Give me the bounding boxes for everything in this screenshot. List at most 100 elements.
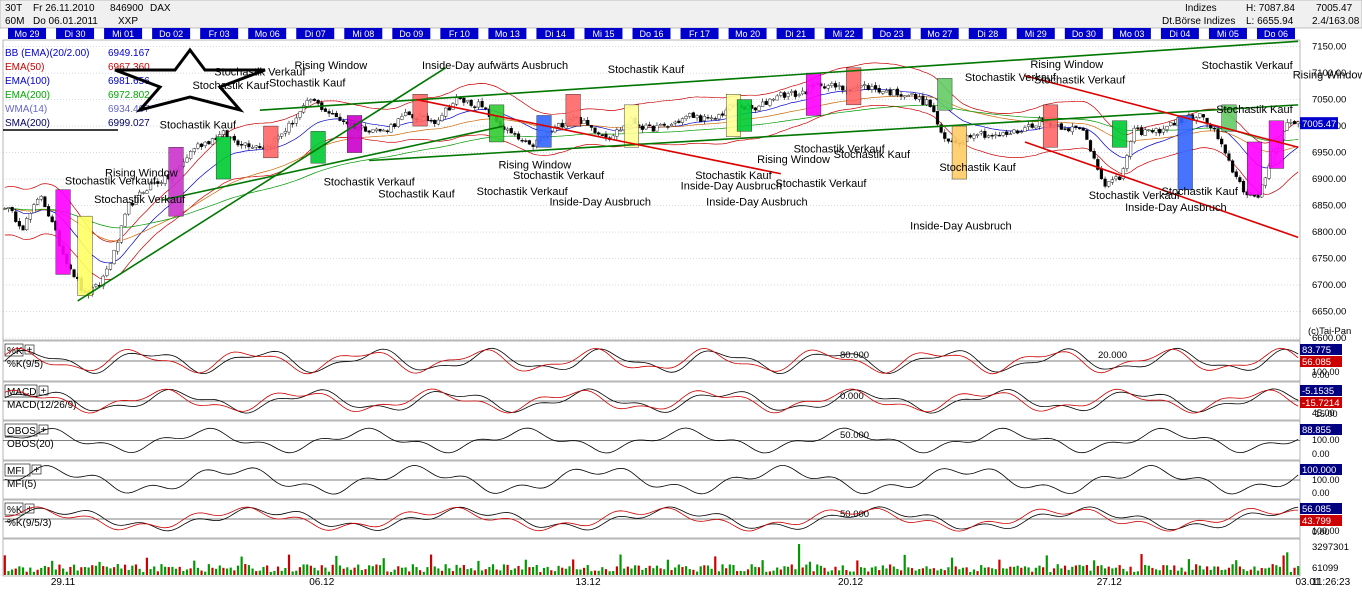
candle-body: [771, 98, 776, 101]
candle-body: [163, 175, 167, 184]
annotation-text: Inside-Day Ausbruch: [1125, 202, 1227, 214]
volume-bar: [695, 571, 699, 575]
legend-value: 6967.360: [108, 62, 150, 73]
candle-body: [1088, 140, 1093, 152]
volume-max-label: 3297301: [1312, 542, 1349, 553]
indicator-line-1: [4, 506, 1299, 532]
volume-bar: [575, 569, 578, 575]
candle-body: [393, 123, 397, 127]
annotation-text: Stochastik Kauf: [192, 80, 269, 92]
candle-body: [1241, 181, 1246, 193]
volume-bar: [921, 568, 925, 575]
candle-body: [524, 140, 528, 142]
day-label-13: Do 16: [632, 28, 671, 39]
day-label-box: [248, 28, 287, 39]
candle-body: [873, 85, 878, 90]
candle-body: [240, 144, 244, 146]
volume-bar: [233, 570, 236, 575]
indicator-axis-label: 100.00: [1312, 435, 1340, 445]
date-axis-label: 20.12: [838, 577, 863, 588]
volume-bar: [207, 564, 210, 575]
volume-bar: [269, 571, 272, 575]
volume-bar: [240, 556, 243, 575]
day-label-6: Di 07: [296, 28, 335, 39]
annotation-text: Inside-Day Ausbruch: [910, 220, 1012, 232]
volume-bar: [317, 570, 320, 575]
header-bar: 30T Fr 26.11.2010 846900 DAX 60M Do 06.0…: [0, 0, 1362, 29]
candle-body: [1030, 123, 1034, 128]
indicator-name: MFI(5): [7, 479, 36, 490]
volume-bar: [856, 560, 859, 575]
volume-bar: [637, 565, 640, 575]
candle-body: [32, 204, 36, 213]
volume-bar: [859, 567, 863, 575]
day-label-text: Mi 05: [1217, 29, 1239, 39]
volume-bar: [437, 568, 440, 575]
candle-body: [560, 122, 564, 128]
volume-bar: [881, 565, 884, 575]
day-label-text: Di 28: [977, 29, 998, 39]
volume-bar: [142, 571, 145, 575]
volume-bar: [787, 566, 790, 575]
volume-bar: [386, 571, 389, 575]
volume-bar: [659, 568, 662, 575]
candle-body: [520, 139, 524, 142]
volume-bar: [674, 567, 677, 575]
legend-label: EMA(200): [5, 90, 50, 101]
indicator-panels: %K +%K(9/5)80.000 20.000 83.77556.085100.00…: [2, 340, 1342, 539]
volume-bar: [714, 556, 717, 575]
annotation-text: Inside-Day Ausbruch: [681, 181, 783, 193]
volume-bar: [21, 567, 25, 575]
day-label-box: [632, 28, 671, 39]
volume-bar: [830, 570, 833, 575]
candle-body: [531, 144, 535, 147]
day-label-text: Mi 29: [1025, 29, 1047, 39]
indicator-value-box: [1300, 385, 1342, 396]
candle-body: [250, 147, 255, 149]
candle-body: [833, 83, 838, 88]
candle-body: [935, 111, 940, 125]
candle-body: [589, 125, 593, 128]
volume-bar: [368, 565, 371, 575]
volume-bar: [513, 568, 516, 575]
volume-bar: [1042, 567, 1045, 575]
candle-body: [400, 116, 404, 120]
day-label-text: Fr 17: [689, 29, 710, 39]
candle-body: [651, 125, 655, 132]
volume-bar: [466, 569, 469, 575]
pattern-box: [263, 125, 279, 159]
candle-body: [684, 115, 688, 119]
volume-bar: [692, 569, 695, 575]
volume-bar: [313, 567, 316, 575]
volume-bar: [608, 571, 611, 575]
volume-bar: [258, 570, 261, 575]
candle-body: [1034, 125, 1038, 129]
day-label-box: [824, 28, 863, 39]
day-label-box: [344, 28, 383, 39]
volume-bar: [480, 570, 484, 575]
volume-bar: [444, 564, 447, 575]
day-label-text: Fr 10: [449, 29, 470, 39]
day-label-text: Do 30: [1072, 29, 1096, 39]
indicator-value: 43.799: [1302, 516, 1331, 527]
volume-bar: [360, 570, 363, 575]
volume-bar: [823, 567, 826, 575]
volume-bar: [1082, 566, 1085, 575]
candle-body: [72, 269, 76, 278]
symbol: DAX: [150, 3, 171, 14]
volume-bar: [123, 564, 127, 575]
candle-body: [1019, 131, 1023, 133]
volume-bar: [1271, 564, 1274, 575]
volume-bar: [896, 568, 899, 575]
day-label-box: [392, 28, 431, 39]
volume-bar: [779, 569, 782, 575]
candle-body: [910, 93, 914, 95]
volume-bar: [539, 571, 542, 575]
volume-bar: [838, 570, 841, 575]
candle-body: [469, 99, 473, 106]
candle-body: [1016, 130, 1020, 134]
candle-body: [699, 115, 703, 122]
legend-value: 6949.167: [108, 48, 150, 59]
volume-bar: [765, 571, 768, 575]
